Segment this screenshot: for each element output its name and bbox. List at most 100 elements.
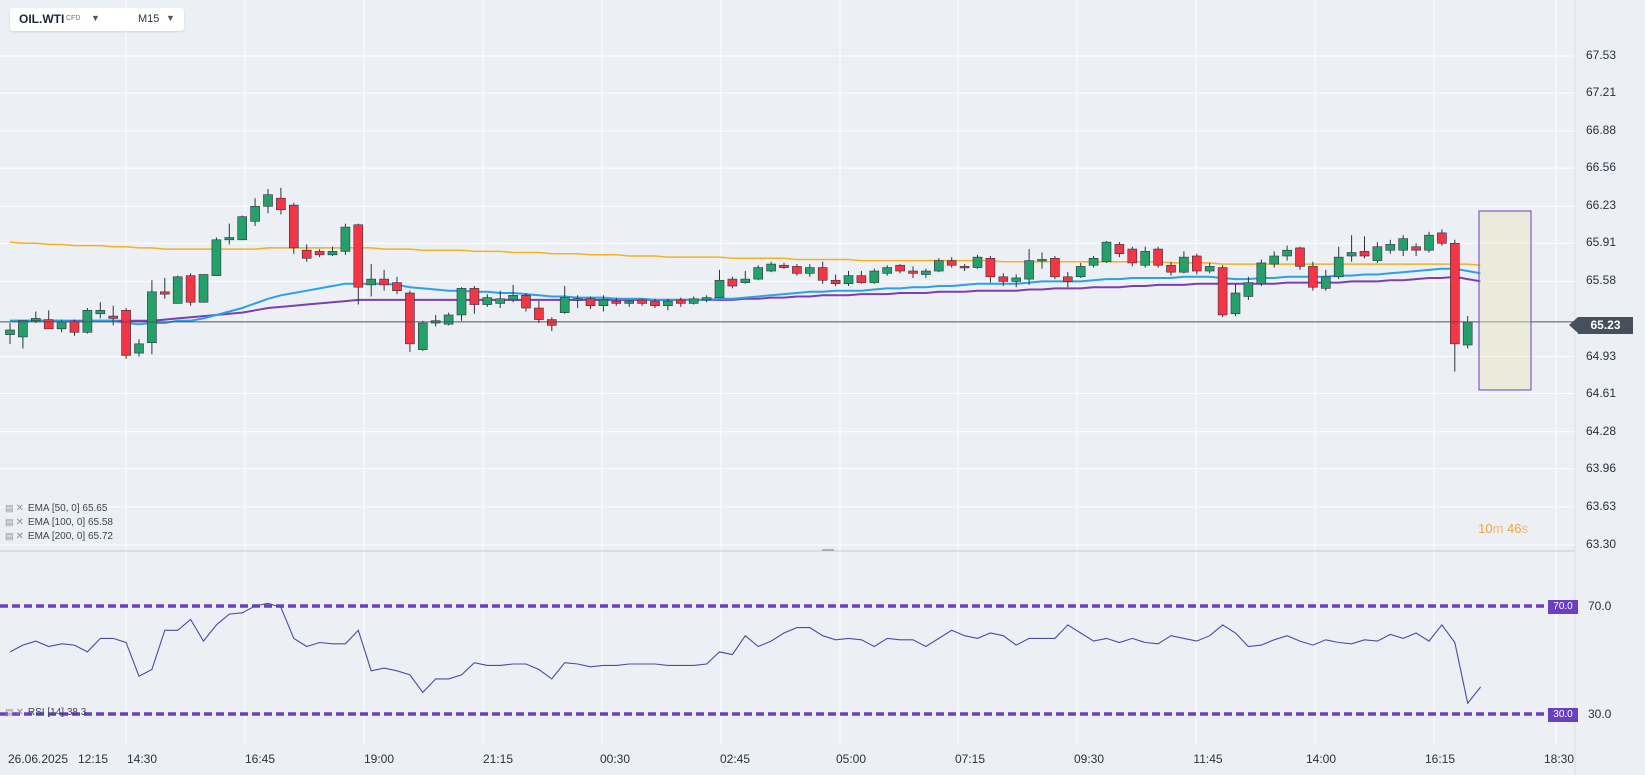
candle-body xyxy=(1411,246,1421,251)
candle-body xyxy=(1075,266,1086,278)
price-tick-label: 66.88 xyxy=(1586,123,1617,138)
rsi-line-group xyxy=(9,602,1482,705)
symbol-label[interactable]: OIL.WTI xyxy=(19,12,65,26)
close-icon[interactable]: ✕ xyxy=(15,531,24,542)
candle xyxy=(688,296,699,305)
candle-body xyxy=(1166,264,1176,273)
candle-body xyxy=(1011,277,1022,282)
candle xyxy=(1295,246,1305,270)
candle xyxy=(508,284,518,303)
settings-icon[interactable]: ▤ xyxy=(5,531,14,541)
candle-body xyxy=(469,288,480,305)
ema-100-line-group xyxy=(10,275,1481,322)
candle-body xyxy=(1230,292,1241,315)
close-icon[interactable]: ✕ xyxy=(15,517,24,528)
candle xyxy=(714,269,725,298)
candle xyxy=(856,271,867,284)
candle xyxy=(43,310,54,330)
candle xyxy=(301,244,312,262)
candle xyxy=(443,312,454,326)
indicator-params: [100, 0] xyxy=(51,517,86,528)
indicator-name: RSI xyxy=(27,707,45,718)
close-icon[interactable]: ✕ xyxy=(15,503,24,514)
candle-body xyxy=(18,320,28,338)
indicator-legend-ema100[interactable]: ▤ ✕ EMA [100, 0] 65.58 xyxy=(5,517,113,528)
candle-body xyxy=(856,275,867,283)
symbol-toolbar[interactable]: OIL.WTI CFD ▼ M15 ▼ xyxy=(10,8,184,31)
time-tick-label: 26.06.2025 xyxy=(7,752,69,766)
candle xyxy=(882,265,893,276)
candle xyxy=(650,298,660,309)
candle-body xyxy=(714,279,725,298)
candle-body xyxy=(804,267,815,274)
chevron-down-icon[interactable]: ▼ xyxy=(91,13,100,23)
candle xyxy=(972,254,983,269)
candle xyxy=(521,292,531,312)
candle-body xyxy=(559,297,570,313)
candle xyxy=(237,215,247,241)
settings-icon[interactable]: ▤ xyxy=(5,503,14,513)
candle-body xyxy=(366,278,377,286)
highlight-box xyxy=(1478,210,1532,391)
candle-body xyxy=(1346,252,1357,257)
candle xyxy=(5,323,15,344)
candle xyxy=(211,237,222,276)
candle-body xyxy=(327,251,338,256)
candle xyxy=(456,287,467,321)
candle xyxy=(314,249,325,258)
candle xyxy=(1166,261,1176,276)
candle xyxy=(1230,283,1241,317)
candle xyxy=(82,308,93,334)
price-tick-label: 65.58 xyxy=(1586,273,1617,288)
candle xyxy=(1437,229,1447,246)
candle-body xyxy=(1192,255,1202,272)
candle-body xyxy=(301,249,312,259)
time-tick-label: 12:15 xyxy=(77,752,109,766)
indicator-params: [14] xyxy=(47,707,65,718)
candle xyxy=(430,314,441,327)
time-tick-label: 02:45 xyxy=(719,752,751,766)
time-tick-label: 09:30 xyxy=(1073,752,1105,766)
candle-body xyxy=(1372,246,1383,261)
candle xyxy=(534,301,544,324)
candle-body xyxy=(766,263,776,272)
candle xyxy=(108,305,118,326)
indicator-params: [50, 0] xyxy=(51,503,80,514)
candle-body xyxy=(392,282,402,291)
candle xyxy=(1204,262,1215,274)
candle xyxy=(1269,251,1279,268)
candle-body xyxy=(521,294,531,309)
candle xyxy=(624,299,635,307)
candle-body xyxy=(69,321,80,333)
candle-body xyxy=(1050,258,1060,278)
candle xyxy=(804,264,815,277)
candle-body xyxy=(263,194,273,207)
settings-icon[interactable]: ▤ xyxy=(5,707,14,717)
candle-body xyxy=(108,315,118,319)
candle-body xyxy=(895,264,905,272)
price-tick-label: 67.21 xyxy=(1586,84,1617,99)
settings-icon[interactable]: ▤ xyxy=(5,517,14,527)
chevron-down-icon[interactable]: ▼ xyxy=(166,13,175,23)
candle xyxy=(1088,255,1099,268)
close-icon[interactable]: ✕ xyxy=(15,707,24,718)
candle xyxy=(1346,235,1357,262)
candle xyxy=(1256,259,1267,287)
indicator-name: EMA xyxy=(27,517,50,528)
candle-body xyxy=(1256,262,1267,285)
ema-200-line xyxy=(9,241,1481,266)
candle xyxy=(1424,231,1434,253)
candle-body xyxy=(611,300,622,304)
indicator-legend-rsi[interactable]: ▤ ✕ RSI [14] 38.3 xyxy=(5,707,86,718)
candle-body xyxy=(1024,260,1034,280)
candle xyxy=(1050,255,1060,280)
indicator-legend-ema200[interactable]: ▤ ✕ EMA [200, 0] 65.72 xyxy=(5,531,113,542)
candle-body xyxy=(172,276,183,304)
candle xyxy=(585,296,596,310)
candle xyxy=(1450,239,1460,372)
indicator-legend-ema50[interactable]: ▤ ✕ EMA [50, 0] 65.65 xyxy=(5,503,107,514)
pane-resize-handle[interactable] xyxy=(822,549,834,551)
candle xyxy=(766,261,776,273)
timeframe-selector[interactable]: M15 xyxy=(138,13,160,25)
